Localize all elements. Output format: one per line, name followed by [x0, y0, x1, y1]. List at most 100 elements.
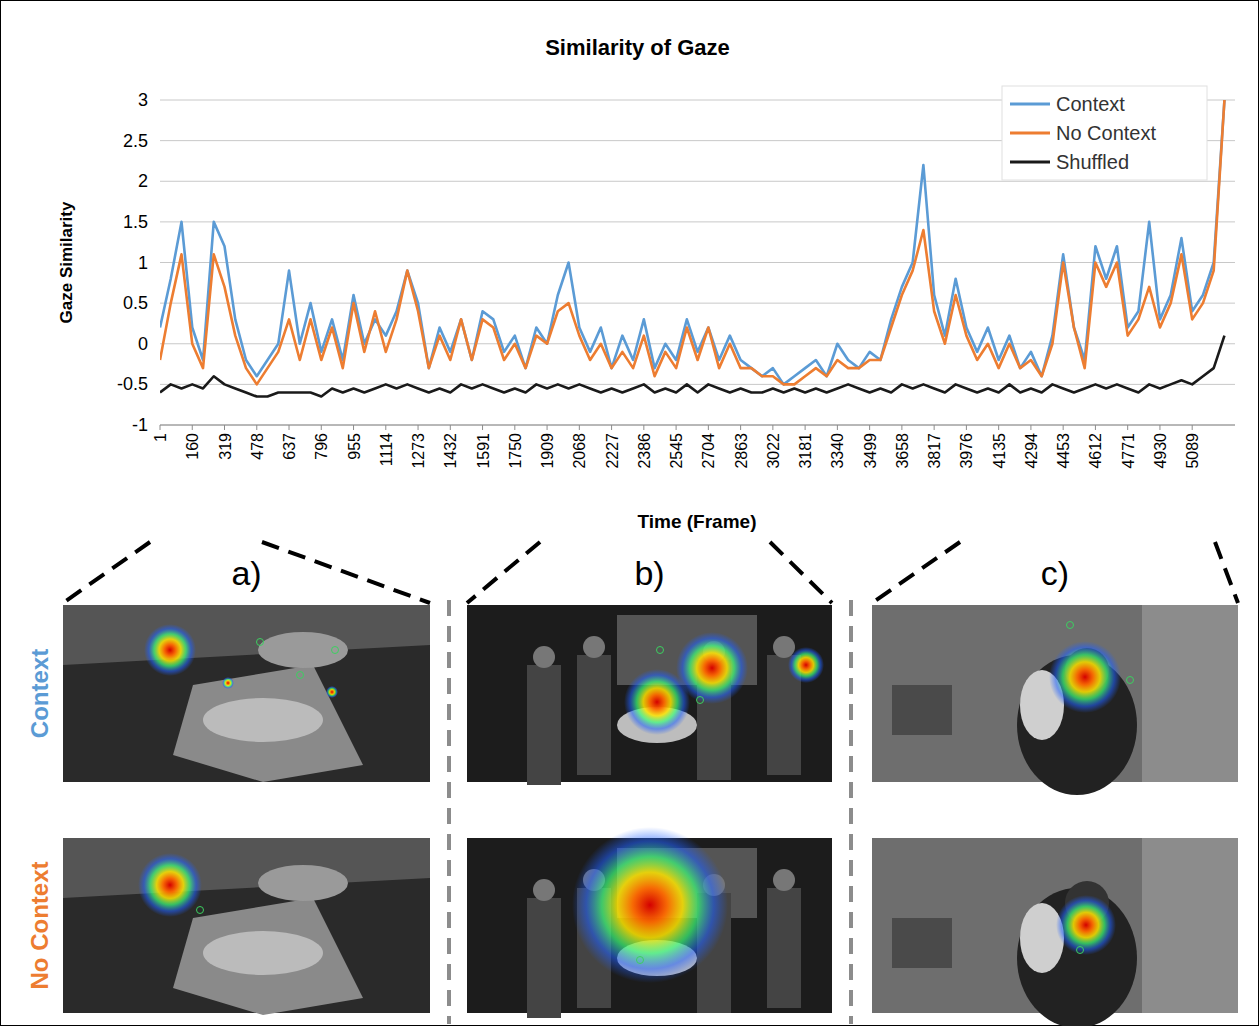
fixation-dot [1067, 622, 1074, 629]
row-label: Context [26, 649, 53, 738]
legend-label: Shuffled [1056, 151, 1129, 173]
fixation-dot [297, 672, 304, 679]
x-tick [482, 425, 483, 430]
x-tick [450, 425, 451, 430]
gaze-heatmap [144, 624, 196, 676]
gaze-heatmap [624, 669, 690, 735]
y-axis-title: Gaze Similarity [57, 201, 76, 323]
scene-image [63, 838, 430, 1015]
x-tick [224, 425, 225, 430]
x-tick-label: 1114 [378, 433, 395, 466]
x-tick [579, 425, 580, 430]
scene-image [872, 605, 1238, 795]
x-tick-label: 3976 [958, 433, 975, 469]
x-tick [1063, 425, 1064, 430]
legend-swatch [1010, 103, 1050, 106]
legend-box [1002, 86, 1207, 180]
x-tick [418, 425, 419, 430]
x-tick [611, 425, 612, 430]
scene-head [773, 869, 795, 891]
y-tick-label: 0.5 [123, 293, 148, 313]
figure: Similarity of Gaze-1-0.500.511.522.53116… [0, 0, 1259, 1026]
chart-title: Similarity of Gaze [545, 35, 730, 60]
gaze-heatmap [138, 853, 202, 917]
y-tick-label: 0 [138, 334, 148, 354]
x-tick-label: 160 [184, 433, 201, 460]
fixation-dot [197, 907, 204, 914]
scene-person [527, 898, 561, 1018]
gaze-heatmap [326, 686, 338, 698]
scene-image [63, 605, 430, 782]
x-tick [934, 425, 935, 430]
fixation-dot [257, 639, 264, 646]
legend: ContextNo ContextShuffled [1002, 86, 1207, 180]
x-tick-label: 1 [152, 433, 169, 442]
x-tick-label: 4771 [1120, 433, 1137, 469]
x-tick [708, 425, 709, 430]
x-tick [966, 425, 967, 430]
scene-shape [63, 605, 430, 665]
scene-image [872, 838, 1238, 1026]
panel-separator [447, 600, 451, 1024]
x-axis-title: Time (Frame) [638, 511, 757, 532]
y-tick-label: 2.5 [123, 131, 148, 151]
x-tick [1030, 425, 1031, 430]
grid-line [160, 343, 1235, 344]
scene-window [892, 685, 952, 735]
fixation-dot [697, 697, 704, 704]
gaze-heatmap [572, 827, 728, 983]
fixation-dot [1127, 677, 1134, 684]
x-tick [869, 425, 870, 430]
scene-wall [1142, 838, 1238, 1013]
scene-bg [63, 605, 430, 782]
x-tick [1127, 425, 1128, 430]
scene-head [583, 636, 605, 658]
panel-letter: a) [231, 554, 261, 592]
x-tick-label: 1432 [442, 433, 459, 469]
x-tick [805, 425, 806, 430]
scene-person [1017, 888, 1137, 1026]
x-tick [353, 425, 354, 430]
x-tick-label: 2068 [571, 433, 588, 469]
y-tick-label: 3 [138, 90, 148, 110]
x-tick [192, 425, 193, 430]
x-tick-label: 2386 [636, 433, 653, 469]
scene-person [527, 665, 561, 785]
legend-label: No Context [1056, 122, 1156, 144]
gaze-heatmap [788, 647, 824, 683]
scene-person [767, 888, 801, 1008]
panel-letter: b) [634, 554, 664, 592]
legend-swatch [1010, 132, 1050, 135]
x-tick-label: 2863 [733, 433, 750, 469]
x-tick-label: 4612 [1087, 433, 1104, 469]
row-label: No Context [26, 862, 53, 990]
x-tick-label: 4453 [1055, 433, 1072, 469]
zoom-line [262, 542, 430, 603]
x-tick-label: 637 [281, 433, 298, 460]
x-tick-label: 3181 [797, 433, 814, 469]
x-tick [547, 425, 548, 430]
panel-separator [849, 600, 853, 1024]
scene-person [1020, 903, 1064, 973]
x-tick-label: 3340 [829, 433, 846, 469]
x-tick-label: 1273 [410, 433, 427, 469]
scene-window [892, 918, 952, 968]
scene-car [173, 665, 363, 782]
scene-car [203, 931, 323, 975]
series-line [160, 336, 1224, 397]
y-tick-label: 1 [138, 253, 148, 273]
series-line [160, 100, 1224, 384]
scene-car [258, 865, 348, 901]
scene-head [533, 879, 555, 901]
x-tick [256, 425, 257, 430]
scene-bg [467, 605, 832, 782]
x-tick [321, 425, 322, 430]
x-tick [160, 425, 161, 430]
fixation-dot [1077, 947, 1084, 954]
x-tick-label: 478 [249, 433, 266, 460]
scene-image [467, 605, 832, 785]
legend-swatch [1010, 161, 1050, 164]
x-tick [1192, 425, 1193, 430]
x-tick [1095, 425, 1096, 430]
x-tick-label: 796 [313, 433, 330, 460]
